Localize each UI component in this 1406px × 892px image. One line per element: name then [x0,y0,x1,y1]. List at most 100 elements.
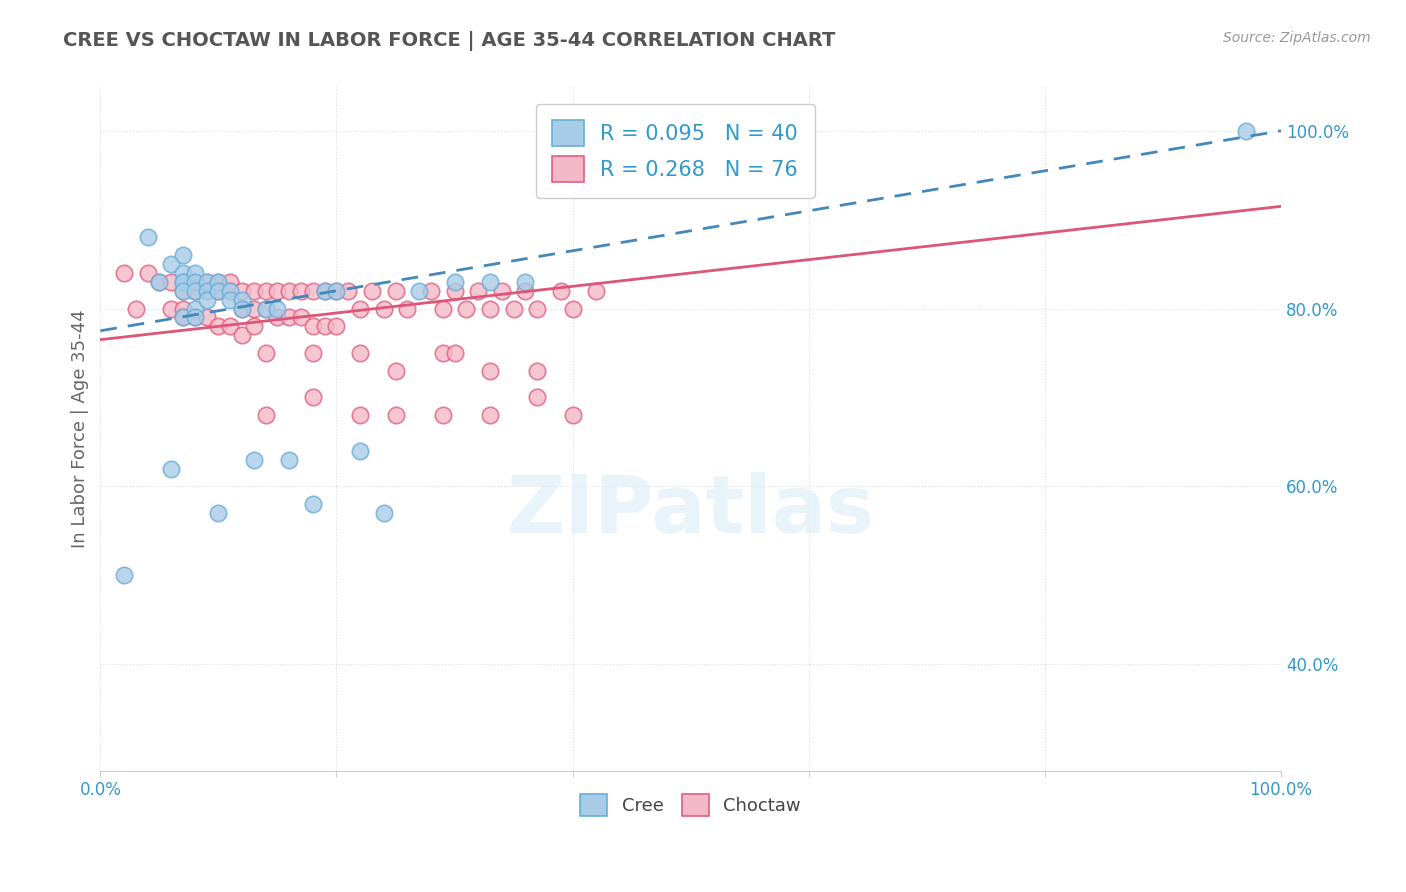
Point [337,284,360,298]
Point [207,275,229,289]
Point [443,346,465,360]
Point [172,275,194,289]
Point [195,284,218,298]
Text: CREE VS CHOCTAW IN LABOR FORCE | AGE 35-44 CORRELATION CHART: CREE VS CHOCTAW IN LABOR FORCE | AGE 35-… [63,31,835,51]
Point [184,301,207,316]
Point [349,301,371,316]
Point [184,275,207,289]
Point [478,301,501,316]
Point [254,301,277,316]
Point [231,284,253,298]
Point [526,364,548,378]
Point [349,408,371,422]
Point [160,461,183,475]
Text: ZIPatlas: ZIPatlas [506,472,875,549]
Point [314,284,336,298]
Point [384,408,406,422]
Point [172,248,194,262]
Point [396,301,419,316]
Point [515,275,537,289]
Point [207,284,229,298]
Point [314,319,336,334]
Point [290,310,312,325]
Point [550,284,572,298]
Point [515,284,537,298]
Point [172,275,194,289]
Point [432,301,454,316]
Point [231,301,253,316]
Point [278,284,301,298]
Point [384,284,406,298]
Point [254,284,277,298]
Point [290,284,312,298]
Point [478,275,501,289]
Point [384,364,406,378]
Point [207,506,229,520]
Point [195,293,218,307]
Point [207,319,229,334]
Point [254,346,277,360]
Text: Source: ZipAtlas.com: Source: ZipAtlas.com [1223,31,1371,45]
Point [278,452,301,467]
Point [266,310,288,325]
Y-axis label: In Labor Force | Age 35-44: In Labor Force | Age 35-44 [72,310,89,548]
Point [243,319,266,334]
Point [231,301,253,316]
Point [443,275,465,289]
Point [172,310,194,325]
Point [302,346,325,360]
Point [302,284,325,298]
Point [1234,124,1257,138]
Point [184,310,207,325]
Point [172,266,194,280]
Point [184,284,207,298]
Point [160,301,183,316]
Point [243,301,266,316]
Point [195,275,218,289]
Point [148,275,170,289]
Point [195,284,218,298]
Point [526,301,548,316]
Point [349,346,371,360]
Point [456,301,478,316]
Point [302,319,325,334]
Point [526,391,548,405]
Point [172,301,194,316]
Point [195,275,218,289]
Point [136,230,159,244]
Point [243,452,266,467]
Point [112,266,135,280]
Point [172,284,194,298]
Point [349,443,371,458]
Point [408,284,430,298]
Point [325,284,347,298]
Point [361,284,384,298]
Point [443,284,465,298]
Point [207,284,229,298]
Point [491,284,513,298]
Point [184,275,207,289]
Point [561,408,583,422]
Point [254,301,277,316]
Point [314,284,336,298]
Point [243,284,266,298]
Point [219,284,242,298]
Point [160,257,183,271]
Point [373,506,395,520]
Point [254,408,277,422]
Point [125,301,148,316]
Point [172,310,194,325]
Point [195,310,218,325]
Point [432,346,454,360]
Point [184,310,207,325]
Point [432,408,454,422]
Point [325,319,347,334]
Point [266,284,288,298]
Point [561,301,583,316]
Legend: Cree, Choctaw: Cree, Choctaw [574,787,808,823]
Point [478,408,501,422]
Point [302,497,325,511]
Point [160,275,183,289]
Point [112,568,135,582]
Point [467,284,489,298]
